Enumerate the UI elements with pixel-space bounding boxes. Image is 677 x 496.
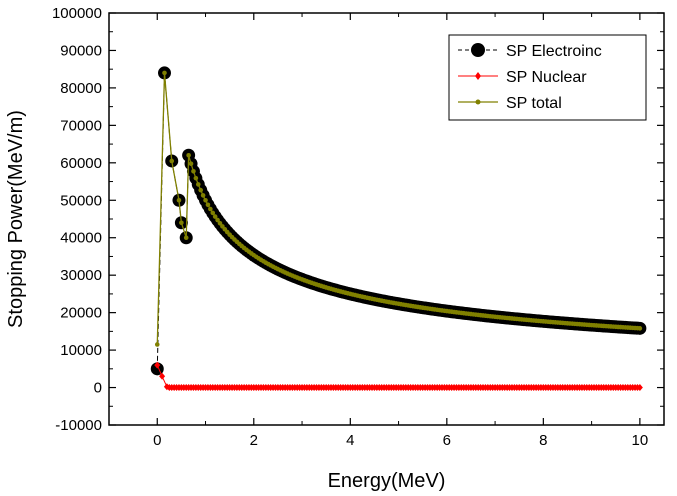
data-point	[195, 182, 201, 187]
series-2	[154, 70, 643, 347]
legend-label-total: SP total	[506, 95, 562, 112]
legend-label-nuclear: SP Nuclear	[506, 69, 587, 86]
x-tick-label: 10	[632, 432, 649, 449]
data-point	[637, 326, 643, 331]
y-tick-label: 100000	[52, 5, 102, 22]
data-point	[210, 210, 216, 216]
x-tick-label: 6	[443, 432, 451, 449]
data-point	[159, 372, 166, 380]
legend: SP Electroinc SP Nuclear SP total	[448, 34, 647, 121]
legend-label-electronic: SP Electroinc	[506, 43, 602, 60]
data-point	[198, 187, 203, 193]
data-point	[208, 206, 213, 212]
legend-marker-electronic	[471, 43, 485, 57]
data-point	[186, 152, 191, 158]
axes-ticks: 0 2 4 6 8 10 -10000 0 10000 20000 30000 40000 50000 6…	[52, 5, 664, 449]
y-tick-label: 80000	[60, 80, 102, 97]
x-axis-title: Energy(MeV)	[328, 470, 446, 492]
y-tick-label: 10000	[60, 342, 102, 359]
data-point	[154, 342, 160, 347]
data-point	[183, 235, 189, 241]
y-tick-label: 20000	[60, 305, 102, 322]
y-tick-label: 40000	[60, 230, 102, 247]
data-point	[169, 158, 175, 164]
legend-marker-total	[475, 99, 481, 105]
y-tick-label: 0	[94, 380, 102, 397]
data-point	[154, 361, 161, 369]
data-point	[636, 384, 643, 392]
y-tick-label: -10000	[55, 417, 102, 434]
y-tick-label: 30000	[60, 267, 102, 284]
data-point	[191, 169, 196, 174]
x-tick-label: 2	[250, 432, 258, 449]
data-point	[212, 214, 218, 219]
data-point	[193, 175, 199, 181]
legend-marker-nuclear	[475, 72, 481, 80]
y-tick-label: 70000	[60, 117, 102, 134]
x-tick-label: 4	[346, 432, 354, 449]
data-point	[200, 193, 206, 198]
data-point	[203, 197, 208, 203]
data-point	[205, 202, 211, 208]
y-axis-title: Stopping Power(MeV/m)	[5, 110, 27, 328]
y-tick-label: 90000	[60, 42, 102, 59]
series-1	[154, 361, 643, 392]
data-point	[179, 220, 184, 226]
series-layer	[150, 66, 647, 392]
data-point	[162, 70, 167, 76]
x-tick-label: 0	[153, 432, 161, 449]
x-tick-label: 8	[539, 432, 547, 449]
data-point	[176, 197, 182, 203]
data-point	[215, 217, 220, 223]
y-tick-label: 60000	[60, 155, 102, 172]
y-tick-label: 50000	[60, 192, 102, 209]
data-point	[188, 161, 194, 167]
